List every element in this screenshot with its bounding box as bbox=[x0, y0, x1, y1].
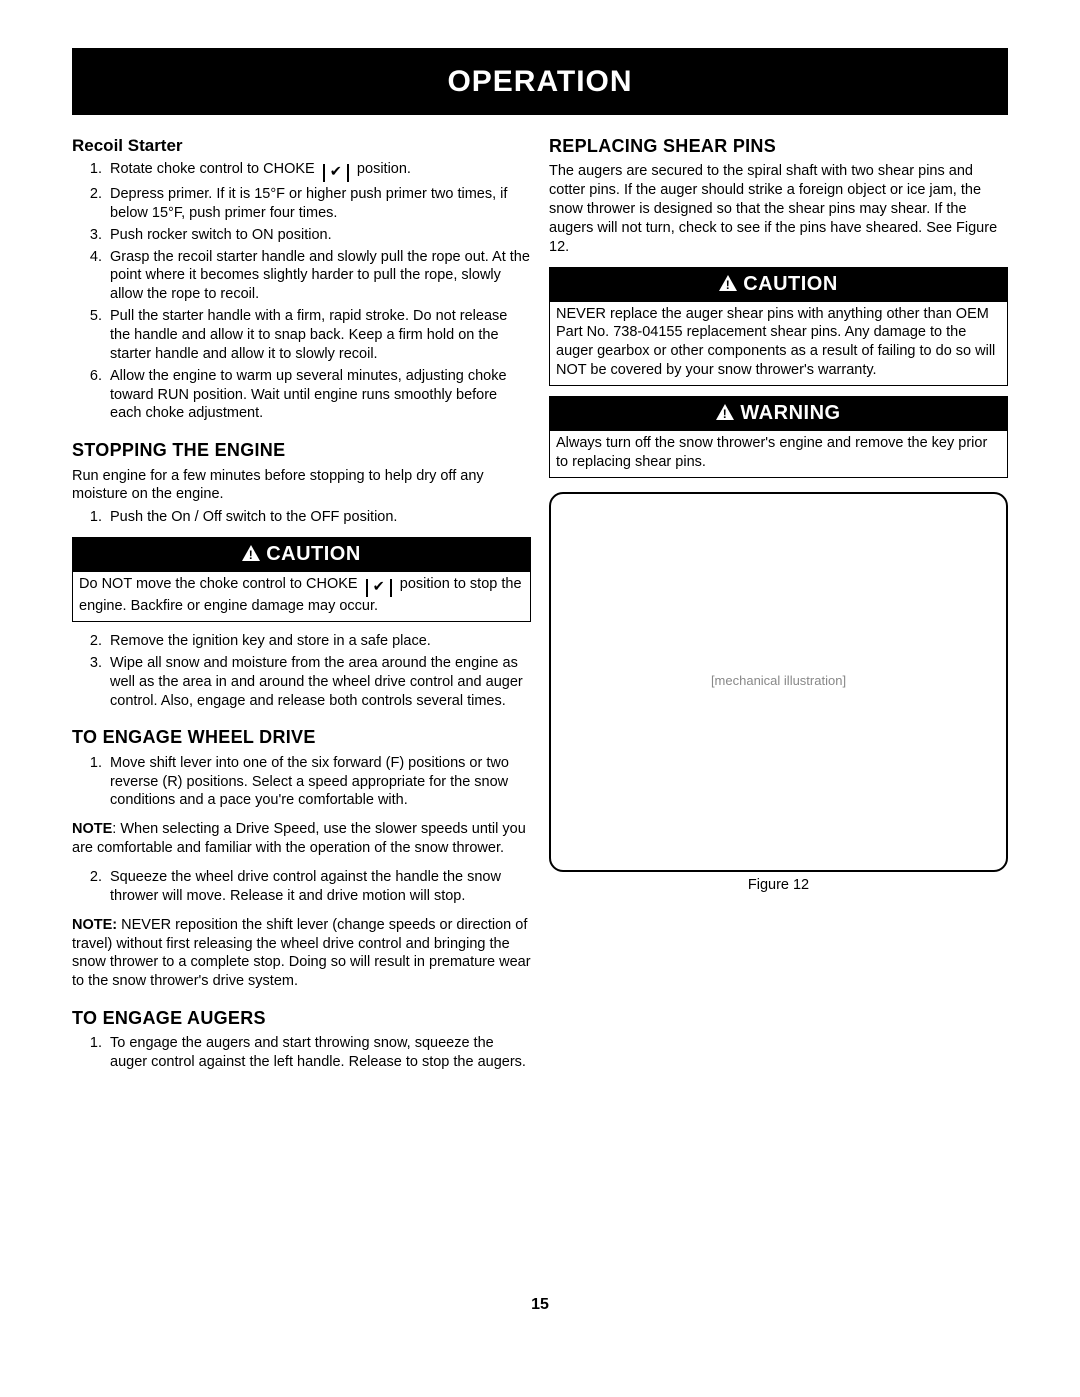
caution-body: Do NOT move the choke control to CHOKE ✔… bbox=[73, 572, 530, 621]
augers-list: To engage the augers and start throwing … bbox=[72, 1034, 531, 1072]
page-title-bar: OPERATION bbox=[72, 48, 1008, 115]
list-item: Squeeze the wheel drive control against … bbox=[106, 868, 531, 906]
svg-text:!: ! bbox=[249, 548, 254, 561]
list-item: Pull the starter handle with a firm, rap… bbox=[106, 307, 531, 364]
page-number: 15 bbox=[72, 1295, 1008, 1316]
note-2: NOTE: NEVER reposition the shift lever (… bbox=[72, 916, 531, 991]
caution-header: ! CAUTION bbox=[550, 268, 1007, 302]
shear-pins-heading: REPLACING SHEAR PINS bbox=[549, 135, 1008, 158]
stopping-intro: Run engine for a few minutes before stop… bbox=[72, 467, 531, 505]
caution-box: ! CAUTION Do NOT move the choke control … bbox=[72, 537, 531, 622]
wheel-drive-heading: TO ENGAGE WHEEL DRIVE bbox=[72, 726, 531, 749]
list-item: Wipe all snow and moisture from the area… bbox=[106, 654, 531, 711]
stopping-list-2: Remove the ignition key and store in a s… bbox=[72, 632, 531, 710]
text: position. bbox=[353, 161, 411, 177]
note-text: : When selecting a Drive Speed, use the … bbox=[72, 821, 526, 856]
recoil-starter-heading: Recoil Starter bbox=[72, 135, 531, 157]
note-text: NEVER reposition the shift lever (change… bbox=[72, 917, 531, 990]
list-item: Remove the ignition key and store in a s… bbox=[106, 632, 531, 651]
stopping-engine-heading: STOPPING THE ENGINE bbox=[72, 439, 531, 462]
right-column: REPLACING SHEAR PINS The augers are secu… bbox=[549, 129, 1008, 1075]
figure-caption: Figure 12 bbox=[549, 876, 1008, 895]
list-item: Grasp the recoil starter handle and slow… bbox=[106, 248, 531, 305]
text: Do NOT move the choke control to CHOKE bbox=[79, 576, 362, 592]
figure-12-illustration: [mechanical illustration] bbox=[549, 492, 1008, 872]
svg-text:!: ! bbox=[726, 278, 731, 291]
note-bold: NOTE: bbox=[72, 917, 117, 933]
choke-icon: ✔ bbox=[366, 579, 392, 597]
wheel-list-2: Squeeze the wheel drive control against … bbox=[72, 868, 531, 906]
warning-box: ! WARNING Always turn off the snow throw… bbox=[549, 396, 1008, 478]
augers-heading: TO ENGAGE AUGERS bbox=[72, 1007, 531, 1030]
content-columns: Recoil Starter Rotate choke control to C… bbox=[72, 129, 1008, 1075]
list-item: Move shift lever into one of the six for… bbox=[106, 754, 531, 811]
shear-intro: The augers are secured to the spiral sha… bbox=[549, 162, 1008, 256]
warning-header: ! WARNING bbox=[550, 397, 1007, 431]
recoil-starter-list: Rotate choke control to CHOKE ✔ position… bbox=[72, 160, 531, 423]
caution-label: CAUTION bbox=[743, 273, 838, 295]
wheel-list-1: Move shift lever into one of the six for… bbox=[72, 754, 531, 811]
stopping-list-1: Push the On / Off switch to the OFF posi… bbox=[72, 508, 531, 527]
note-bold: NOTE bbox=[72, 821, 112, 837]
list-item: To engage the augers and start throwing … bbox=[106, 1034, 531, 1072]
warning-label: WARNING bbox=[740, 402, 840, 424]
left-column: Recoil Starter Rotate choke control to C… bbox=[72, 129, 531, 1075]
caution-body: NEVER replace the auger shear pins with … bbox=[550, 302, 1007, 385]
note-1: NOTE: When selecting a Drive Speed, use … bbox=[72, 820, 531, 858]
svg-text:!: ! bbox=[723, 407, 728, 420]
caution-box-right: ! CAUTION NEVER replace the auger shear … bbox=[549, 267, 1008, 386]
list-item: Push rocker switch to ON position. bbox=[106, 226, 531, 245]
list-item: Allow the engine to warm up several minu… bbox=[106, 367, 531, 424]
caution-header: ! CAUTION bbox=[73, 538, 530, 572]
warning-triangle-icon: ! bbox=[716, 401, 734, 427]
choke-icon: ✔ bbox=[323, 164, 349, 182]
text: Rotate choke control to CHOKE bbox=[110, 161, 319, 177]
warning-triangle-icon: ! bbox=[719, 272, 737, 298]
list-item: Depress primer. If it is 15°F or higher … bbox=[106, 185, 531, 223]
warning-triangle-icon: ! bbox=[242, 542, 260, 568]
list-item: Rotate choke control to CHOKE ✔ position… bbox=[106, 160, 531, 182]
list-item: Push the On / Off switch to the OFF posi… bbox=[106, 508, 531, 527]
caution-label: CAUTION bbox=[266, 543, 361, 565]
warning-body: Always turn off the snow thrower's engin… bbox=[550, 431, 1007, 477]
